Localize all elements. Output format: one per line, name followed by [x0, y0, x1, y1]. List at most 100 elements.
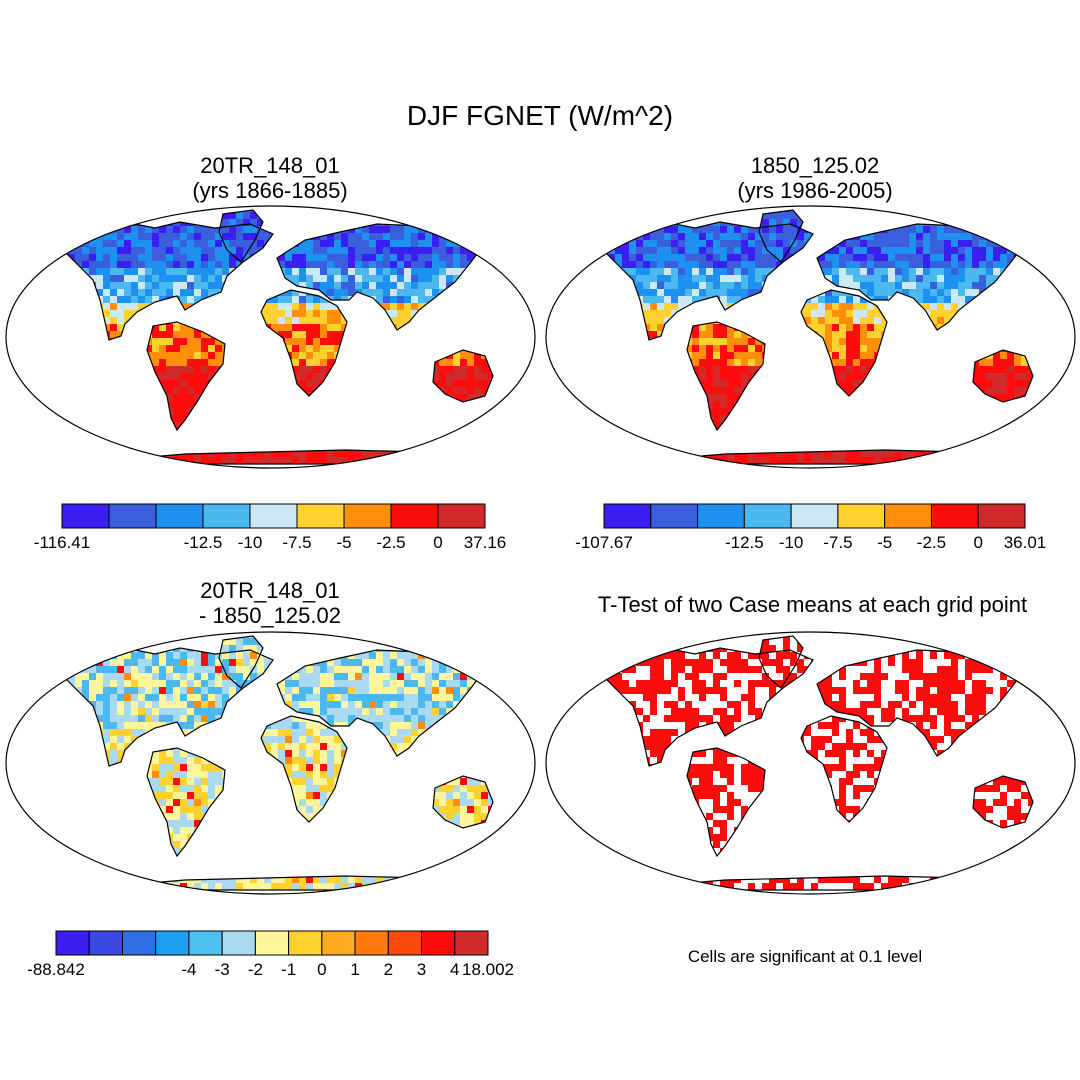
colorbar-box — [202, 503, 251, 529]
colorbar-box — [55, 930, 90, 956]
coastline-africa — [800, 715, 888, 823]
panel-1-colorbar: -116.41 -12.5 -10 -7.5 -5 -2.5 0 37.16 — [34, 503, 506, 552]
colorbar-box — [296, 503, 345, 529]
panel-3-title-line2: - 1850_125.02 — [199, 603, 341, 628]
coastline-eurasia — [276, 649, 484, 757]
coastline-northAmerica — [604, 647, 814, 767]
colorbar-label: 36.01 — [1004, 533, 1047, 552]
coastline-northAmerica — [604, 221, 814, 341]
panel-1-map — [5, 205, 536, 469]
colorbar-box — [650, 503, 699, 529]
panel-2-title: 1850_125.02 (yrs 1986-2005) — [595, 153, 1035, 203]
colorbar-label: -88.842 — [27, 960, 85, 979]
ttest-map — [545, 631, 1076, 895]
panel-3-title: 20TR_148_01 - 1850_125.02 — [50, 578, 490, 628]
colorbar-label: 2 — [384, 960, 393, 979]
coastline-australia — [972, 349, 1034, 403]
colorbar-box — [188, 930, 223, 956]
colorbar-box — [421, 930, 456, 956]
panel-2-title-line2: (yrs 1986-2005) — [737, 178, 893, 203]
colorbar-label: 4 — [450, 960, 459, 979]
panel-2-title-line1: 1850_125.02 — [750, 153, 880, 178]
map-border — [545, 631, 1076, 895]
colorbar-label: -5 — [877, 533, 892, 552]
colorbar-box — [343, 503, 392, 529]
panel-2-map — [545, 205, 1076, 469]
colorbar-label: 0 — [317, 960, 326, 979]
map-border — [545, 205, 1076, 469]
coastline-greenland — [218, 635, 264, 689]
figure-title: DJF FGNET (W/m^2) — [406, 100, 674, 131]
map-border — [5, 205, 536, 469]
colorbar-box — [288, 930, 323, 956]
colorbar-box — [790, 503, 839, 529]
colorbar-label: -2.5 — [376, 533, 405, 552]
colorbar-box — [743, 503, 792, 529]
colorbar-box — [88, 930, 123, 956]
panel-1-title-line2: (yrs 1866-1885) — [192, 178, 348, 203]
colorbar-label: -1 — [281, 960, 296, 979]
colorbar-box — [354, 930, 389, 956]
colorbar-box — [603, 503, 652, 529]
coastline-greenland — [218, 209, 264, 263]
coastline-australia — [972, 775, 1034, 829]
colorbar-label: -7.5 — [282, 533, 311, 552]
coastline-northAmerica — [64, 647, 274, 767]
coastline-southAmerica — [686, 321, 766, 432]
colorbar-box — [61, 503, 110, 529]
colorbar-box — [930, 503, 979, 529]
panel-3-title-line1: 20TR_148_01 — [200, 578, 340, 603]
colorbar-box — [221, 930, 256, 956]
colorbar-box — [121, 930, 157, 956]
colorbar-box — [321, 930, 356, 956]
colorbar-box — [254, 930, 290, 956]
colorbar-label: -5 — [336, 533, 351, 552]
colorbar-label: 0 — [973, 533, 982, 552]
colorbar-box — [977, 503, 1026, 529]
colorbar-label: -10 — [779, 533, 804, 552]
significance-note: Cells are significant at 0.1 level — [687, 947, 923, 966]
colorbar-label: -2 — [248, 960, 263, 979]
colorbar-box — [454, 930, 489, 956]
colorbar-box — [108, 503, 157, 529]
colorbar-box — [697, 503, 745, 529]
colorbar-label: 18.002 — [462, 960, 514, 979]
map-border — [5, 631, 536, 895]
colorbar-label: 0 — [433, 533, 442, 552]
coastline-africa — [260, 289, 348, 397]
colorbar-label: 1 — [350, 960, 359, 979]
colorbar-box — [884, 503, 932, 529]
panel-1-title: 20TR_148_01 (yrs 1866-1885) — [50, 153, 490, 203]
coastline-southAmerica — [146, 747, 226, 858]
ttest-title: T-Test of two Case means at each grid po… — [597, 592, 1028, 617]
colorbar-label: -107.67 — [575, 533, 633, 552]
colorbar-label: -4 — [181, 960, 196, 979]
coastline-australia — [432, 349, 494, 403]
colorbar-box — [387, 930, 423, 956]
colorbar-box — [155, 930, 190, 956]
colorbar-label: 37.16 — [464, 533, 507, 552]
coastline-africa — [800, 289, 888, 397]
colorbar-box — [249, 503, 298, 529]
colorbar-box — [390, 503, 439, 529]
coastline-southAmerica — [686, 747, 766, 858]
colorbar-box — [155, 503, 204, 529]
panel-3-colorbar: -88.842 -4 -3 -2 -1 0 1 2 3 4 18.002 — [27, 930, 514, 979]
coastline-eurasia — [276, 223, 484, 331]
panel-3-map — [5, 631, 536, 895]
colorbar-box — [437, 503, 486, 529]
panel-2-colorbar: -107.67 -12.5 -10 -7.5 -5 -2.5 0 36.01 — [575, 503, 1046, 552]
coastline-australia — [432, 775, 494, 829]
colorbar-label: 3 — [417, 960, 426, 979]
coastline-africa — [260, 715, 348, 823]
panel-1-title-line1: 20TR_148_01 — [200, 153, 340, 178]
coastline-greenland — [758, 635, 804, 689]
coastline-eurasia — [816, 649, 1024, 757]
coastline-southAmerica — [146, 321, 226, 432]
colorbar-label: -10 — [238, 533, 263, 552]
coastline-greenland — [758, 209, 804, 263]
colorbar-label: -116.41 — [34, 533, 90, 552]
colorbar-label: -3 — [215, 960, 230, 979]
colorbar-label: -12.5 — [725, 533, 764, 552]
coastline-eurasia — [816, 223, 1024, 331]
